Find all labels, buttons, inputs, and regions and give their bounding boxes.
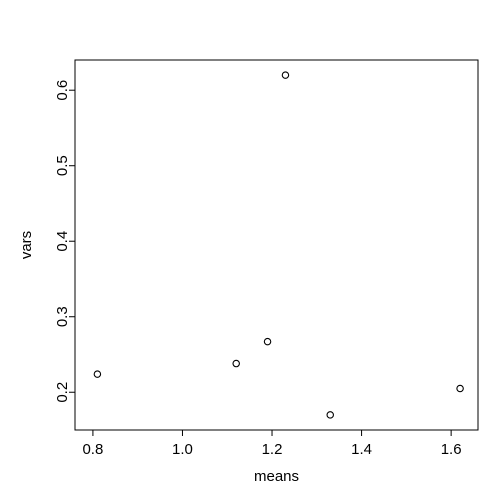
x-axis: 0.8 1.0 1.2 1.4 1.6 bbox=[82, 430, 461, 458]
chart-canvas: 0.8 1.0 1.2 1.4 1.6 0.2 0.3 0.4 0.5 0.6 means va… bbox=[0, 0, 504, 504]
x-axis-label: means bbox=[254, 468, 299, 485]
y-tick-label: 0.4 bbox=[54, 231, 71, 252]
x-tick-label: 1.0 bbox=[172, 441, 193, 458]
data-point bbox=[94, 371, 100, 377]
data-point bbox=[327, 412, 333, 418]
y-tick-label: 0.2 bbox=[54, 382, 71, 403]
data-point bbox=[264, 338, 270, 344]
points-layer bbox=[94, 72, 463, 418]
data-point bbox=[457, 385, 463, 391]
plot-box bbox=[75, 60, 478, 430]
data-point bbox=[233, 360, 239, 366]
y-tick-label: 0.3 bbox=[54, 306, 71, 327]
y-axis: 0.2 0.3 0.4 0.5 0.6 bbox=[54, 80, 75, 403]
x-tick-label: 1.4 bbox=[351, 441, 372, 458]
x-tick-label: 1.6 bbox=[441, 441, 462, 458]
data-point bbox=[282, 72, 288, 78]
y-tick-label: 0.6 bbox=[54, 80, 71, 101]
scatter-chart: 0.8 1.0 1.2 1.4 1.6 0.2 0.3 0.4 0.5 0.6 means va… bbox=[0, 0, 504, 504]
y-axis-label: vars bbox=[18, 231, 35, 259]
x-tick-label: 0.8 bbox=[82, 441, 103, 458]
y-tick-label: 0.5 bbox=[54, 155, 71, 176]
x-tick-label: 1.2 bbox=[262, 441, 283, 458]
